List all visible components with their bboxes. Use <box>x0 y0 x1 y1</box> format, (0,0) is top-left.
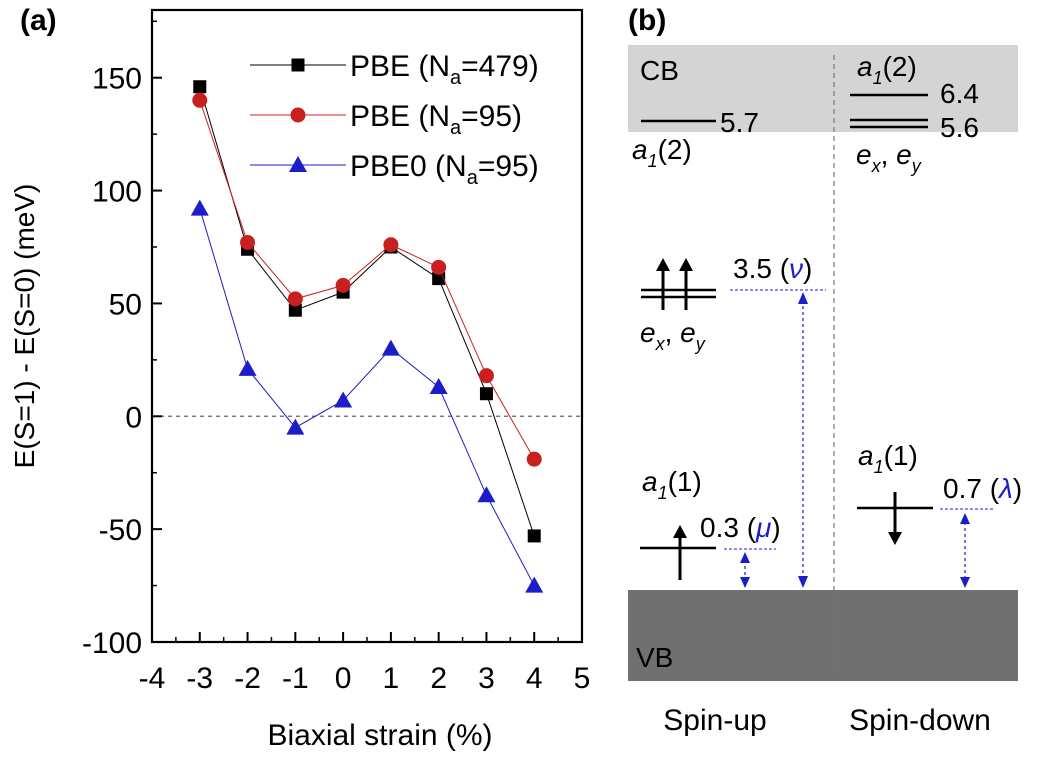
legend-label: PBE (Na=479) <box>350 50 539 89</box>
up-a1-2-label: a1(2) <box>632 134 692 171</box>
up-mu-arrow-bottom-icon <box>740 577 750 588</box>
y-tick-label: -100 <box>82 627 142 660</box>
data-point <box>526 451 542 467</box>
up-ex-ey-label: ex, ey <box>640 317 706 354</box>
up-mu-arrow-top-icon <box>740 552 750 563</box>
y-tick-label: 150 <box>92 63 142 96</box>
x-tick-label: 2 <box>430 662 447 695</box>
spin-up-label: Spin-up <box>663 704 766 737</box>
y-tick-label: 50 <box>109 288 142 321</box>
down-ex-ey-label: ex, ey <box>856 139 922 176</box>
up-nu-arrow-bottom-icon <box>798 576 808 588</box>
data-point <box>527 529 541 543</box>
series-layer <box>190 80 544 593</box>
up-a1-1-energy: 0.3 (μ) <box>700 512 781 543</box>
y-axis-label: E(S=1) - E(S=0) (meV) <box>9 184 40 469</box>
series-triangle <box>190 199 544 593</box>
series-circle <box>192 92 542 467</box>
valence-band <box>628 590 1018 681</box>
up-ex-electron-arrow-icon <box>656 258 670 271</box>
x-axis-label: Biaxial strain (%) <box>267 719 492 752</box>
x-tick-label: 3 <box>478 662 495 695</box>
data-point <box>525 576 544 593</box>
data-point <box>381 339 400 356</box>
down-a1-1-energy: 0.7 (λ) <box>943 473 1022 504</box>
spin-down-label: Spin-down <box>849 704 991 737</box>
x-tick-label: -2 <box>234 662 261 695</box>
down-lambda-arrow-bottom-icon <box>960 577 970 588</box>
down-a1-2-label: a1(2) <box>857 51 917 88</box>
legend-marker <box>289 156 307 172</box>
y-tick-label: 100 <box>92 176 142 209</box>
data-point <box>383 237 399 253</box>
x-axis-ticks: -4 -3 -2 -1 0 1 2 3 4 5 <box>139 632 591 695</box>
x-tick-label: 1 <box>383 662 400 695</box>
data-point <box>190 199 209 216</box>
data-point <box>240 234 256 250</box>
data-point <box>334 391 353 408</box>
y-tick-label: 0 <box>125 401 142 434</box>
panel-a-label: (a) <box>20 4 57 37</box>
down-ex-ey-energy: 5.6 <box>940 112 979 143</box>
x-tick-label: 5 <box>574 662 591 695</box>
x-tick-label: -1 <box>282 662 309 695</box>
x-tick-label: -4 <box>139 662 166 695</box>
cb-label: CB <box>640 55 679 86</box>
x-tick-label: 4 <box>526 662 543 695</box>
down-a1-1-label: a1(1) <box>858 440 918 477</box>
data-point <box>335 277 351 293</box>
up-a1-2-energy: 5.7 <box>720 107 759 138</box>
legend-label: PBE0 (Na=95) <box>350 150 539 189</box>
series-line <box>199 100 535 460</box>
data-point <box>479 387 493 401</box>
conduction-band <box>628 45 1018 132</box>
up-a1-1-electron-arrow-icon <box>673 525 687 538</box>
down-a1-2-energy: 6.4 <box>940 78 979 109</box>
legend-marker <box>290 107 306 123</box>
data-point <box>192 92 208 108</box>
up-ey-electron-arrow-icon <box>679 258 693 271</box>
y-axis-ticks: -100 -50 0 50 100 150 <box>82 20 162 660</box>
series-line <box>199 86 535 537</box>
x-tick-label: 0 <box>335 662 352 695</box>
data-point <box>286 418 305 435</box>
x-tick-label: -3 <box>186 662 213 695</box>
data-point <box>288 303 302 317</box>
data-point <box>429 377 448 394</box>
up-a1-1-label: a1(1) <box>642 466 702 503</box>
data-point <box>478 368 494 384</box>
legend-label: PBE (Na=95) <box>350 100 522 139</box>
series-line <box>199 208 535 586</box>
legend: PBE (Na=479) PBE (Na=95) PBE0 (Na=95) <box>250 50 539 189</box>
up-nu-arrow-top-icon <box>798 292 808 304</box>
data-point <box>193 80 207 94</box>
y-tick-label: -50 <box>99 514 142 547</box>
down-a1-1-electron-arrow-icon <box>888 532 902 545</box>
up-ex-ey-energy: 3.5 (ν) <box>733 253 812 284</box>
legend-marker <box>291 58 305 72</box>
data-point <box>477 486 496 503</box>
down-lambda-arrow-top-icon <box>960 513 970 524</box>
data-point <box>238 359 257 376</box>
vb-label: VB <box>636 642 673 673</box>
panel-b-label: (b) <box>628 4 666 37</box>
data-point <box>287 291 303 307</box>
data-point <box>431 259 447 275</box>
